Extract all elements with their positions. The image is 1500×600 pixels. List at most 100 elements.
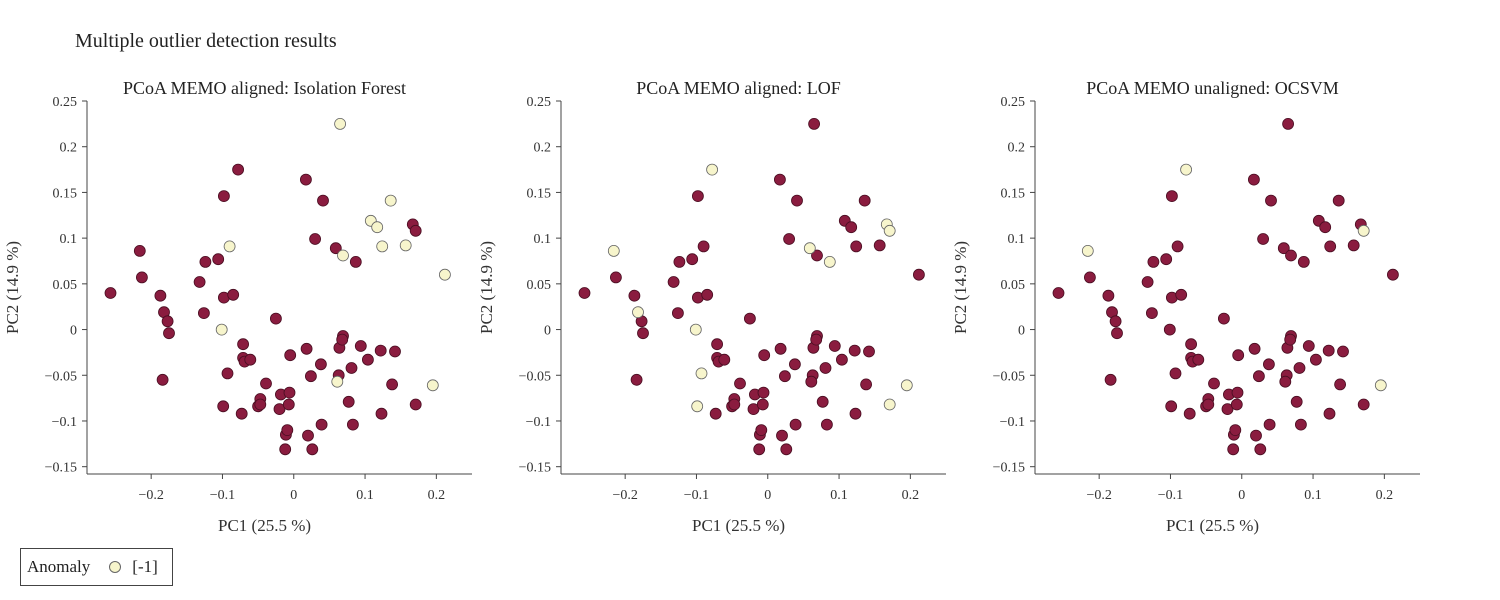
scatter-point-inlier: [808, 118, 820, 130]
scatter-point-inlier: [1257, 233, 1269, 245]
scatter-point-inlier: [776, 429, 788, 442]
scatter-point-inlier: [1169, 367, 1182, 380]
scatter-point-inlier: [779, 370, 791, 383]
x-tick-label: 0.2: [902, 488, 920, 503]
y-tick-label: −0.1: [52, 415, 77, 430]
x-tick-label: −0.2: [612, 488, 637, 503]
scatter-point-inlier: [1232, 349, 1245, 362]
scatter-point-inlier: [848, 344, 861, 357]
scatter-point-inlier: [342, 395, 355, 408]
y-tick-label: 0.25: [1001, 95, 1026, 110]
scatter-point-inlier: [269, 312, 282, 325]
scatter-point-inlier: [637, 327, 649, 340]
scatter-point-inlier: [628, 289, 641, 302]
scatter-point-outlier: [1180, 163, 1192, 176]
scatter-point-inlier: [610, 271, 622, 284]
scatter-point-inlier: [1192, 353, 1205, 366]
scatter-point-inlier: [1387, 268, 1399, 281]
scatter-point-inlier: [1263, 358, 1275, 371]
scatter-point-inlier: [849, 407, 862, 420]
scatter-point-inlier: [1111, 327, 1123, 340]
y-tick-label: −0.1: [1000, 415, 1025, 430]
x-tick-label: 0: [1238, 488, 1245, 503]
scatter-point-inlier: [1279, 375, 1292, 388]
scatter-point-outlier: [695, 367, 708, 380]
y-tick-label: −0.05: [519, 369, 551, 384]
scatter-point-inlier: [819, 362, 832, 374]
scatter-point-inlier: [279, 443, 292, 456]
scatter-point-inlier: [667, 276, 680, 288]
scatter-point-inlier: [154, 289, 167, 302]
scatter-point-inlier: [354, 340, 367, 352]
scatter-point-inlier: [346, 418, 359, 431]
scatter-point-inlier: [375, 407, 388, 420]
x-tick-label: 0.2: [1376, 488, 1394, 503]
scatter-point-inlier: [1175, 288, 1188, 301]
y-tick-label: 0.15: [53, 186, 78, 201]
scatter-point-inlier: [273, 403, 286, 416]
y-tick-label: −0.15: [45, 461, 77, 476]
scatter-point-inlier: [816, 395, 829, 408]
y-axis-title: PC2 (14.9 %): [951, 241, 970, 334]
scatter-point-inlier: [1357, 398, 1370, 411]
scatter-point-inlier: [1293, 362, 1306, 374]
scatter-point-inlier: [217, 400, 230, 413]
scatter-point-inlier: [133, 244, 146, 257]
scatter-point-inlier: [1163, 323, 1176, 336]
scatter-point-inlier: [1102, 289, 1115, 302]
scatter-point-inlier: [1183, 407, 1196, 420]
scatter-point-inlier: [244, 353, 257, 366]
scatter-point-inlier: [1147, 255, 1160, 268]
x-tick-label: 0.1: [356, 488, 374, 503]
y-tick-label: 0: [1018, 324, 1025, 339]
scatter-point-outlier: [689, 323, 702, 336]
y-tick-label: 0.05: [1001, 278, 1026, 293]
scatter-point-inlier: [260, 377, 272, 390]
y-tick-label: 0.25: [53, 95, 78, 110]
scatter-point-inlier: [1208, 377, 1220, 390]
legend-title: Anomaly: [27, 557, 91, 576]
y-tick-label: −0.15: [993, 461, 1025, 476]
scatter-point-inlier: [1052, 287, 1065, 299]
scatter-point-inlier: [163, 327, 175, 340]
scatter-point-inlier: [828, 340, 841, 352]
scatter-point-inlier: [757, 386, 770, 399]
x-tick-label: −0.2: [1086, 488, 1111, 503]
scatter-point-outlier: [900, 379, 913, 392]
x-tick-label: 0.2: [428, 488, 446, 503]
scatter-point-inlier: [282, 398, 295, 411]
x-axis-title: PC1 (25.5 %): [218, 516, 311, 535]
scatter-point-inlier: [1302, 340, 1315, 352]
scatter-point-inlier: [281, 424, 294, 437]
y-tick-label: 0.1: [1008, 232, 1026, 247]
scatter-point-inlier: [389, 345, 401, 358]
scatter-point-inlier: [232, 163, 245, 176]
scatter-point-outlier: [376, 240, 389, 253]
scatter-point-outlier: [883, 398, 896, 411]
scatter-point-inlier: [254, 398, 267, 411]
scatter-point-inlier: [672, 307, 684, 320]
scatter-point-inlier: [774, 173, 786, 186]
x-tick-label: 0.1: [1304, 488, 1322, 503]
scatter-point-inlier: [783, 233, 795, 245]
x-tick-label: 0: [764, 488, 771, 503]
scatter-point-inlier: [789, 418, 802, 431]
scatter-point-outlier: [331, 375, 344, 388]
x-tick-label: −0.1: [210, 488, 235, 503]
scatter-point-inlier: [1347, 239, 1360, 252]
scatter-point-inlier: [1337, 345, 1349, 358]
scatter-point-inlier: [755, 424, 768, 437]
scatter-point-inlier: [845, 221, 858, 234]
scatter-point-inlier: [873, 239, 886, 252]
scatter-point-inlier: [1282, 118, 1294, 130]
scatter-point-outlier: [371, 221, 384, 234]
scatter-point-inlier: [836, 353, 848, 366]
subplot-title: PCoA MEMO aligned: Isolation Forest: [123, 78, 406, 98]
scatter-point-inlier: [1231, 386, 1244, 399]
y-tick-label: 0.2: [534, 141, 552, 156]
x-tick-label: −0.1: [684, 488, 709, 503]
x-axis-title: PC1 (25.5 %): [1166, 516, 1259, 535]
scatter-point-inlier: [686, 253, 699, 266]
scatter-point-inlier: [156, 373, 169, 386]
y-tick-label: 0.05: [53, 278, 78, 293]
